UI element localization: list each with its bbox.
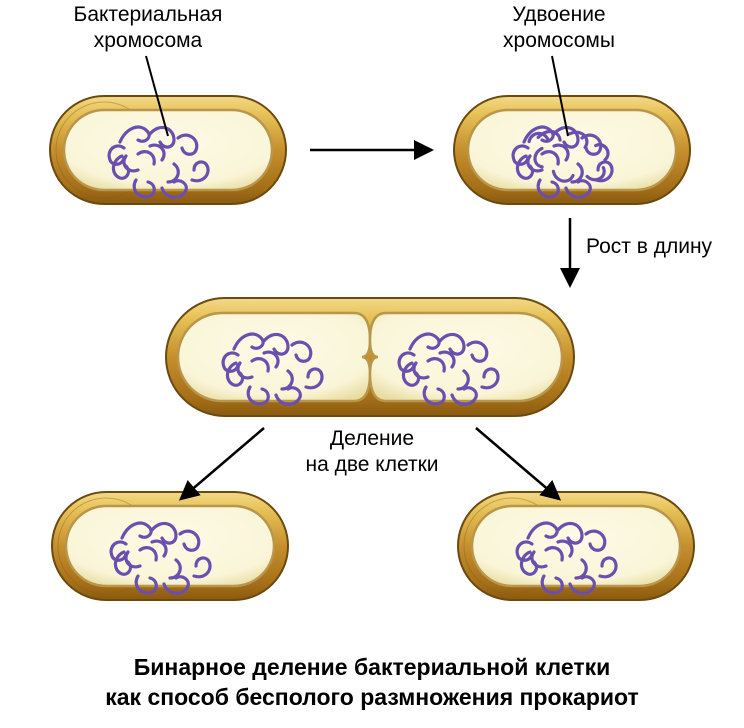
cell-stage-1 [50,96,286,204]
cell-stage-2 [454,96,690,204]
label-duplication: Удвоениехромосомы [454,2,664,55]
caption-line-1: Бинарное деление бактериальной клетки [0,654,744,681]
caption-line-2: как способ бесполого размножения прокари… [0,684,744,711]
cell-stage-4b [458,492,694,600]
label-growth: Рост в длину [586,234,744,260]
arrow-3-4b [476,428,558,498]
cell-stage-4a [52,492,288,600]
arrow-3-4a [182,428,264,498]
cell-stage-3 [166,298,574,416]
label-division: Делениена две клетки [272,426,472,479]
label-chromosome: Бактериальнаяхромосома [40,2,256,55]
